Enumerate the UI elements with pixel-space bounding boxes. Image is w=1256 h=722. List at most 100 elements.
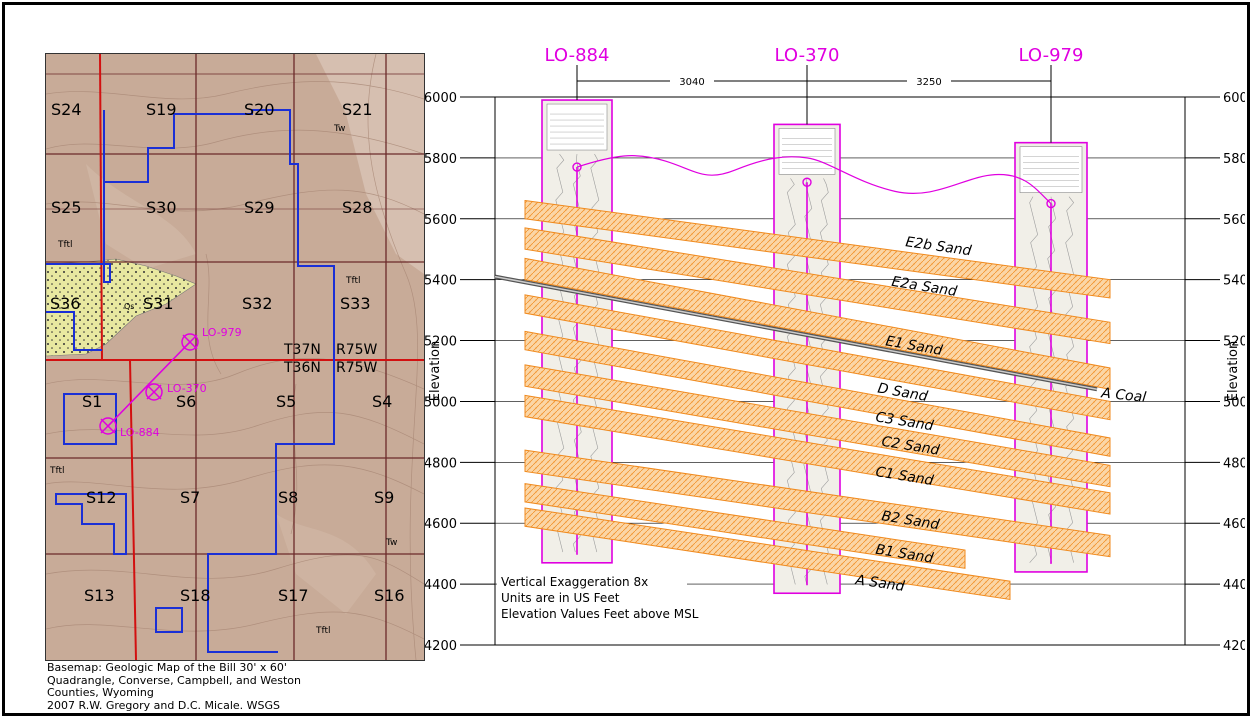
section-label: S12 (86, 488, 117, 507)
geology-label: Qs (124, 302, 135, 311)
section-label: S36 (50, 294, 81, 313)
caption-line: 2007 R.W. Gregory and D.C. Micale. WSGS (47, 698, 281, 712)
well-marker-icon (181, 333, 199, 351)
sand-body (524, 483, 966, 569)
section-label: S33 (340, 294, 371, 313)
well-marker-icon (99, 417, 117, 435)
caption-line: Counties, Wyoming (47, 686, 154, 699)
well-marker-icon (145, 383, 163, 401)
section-label: S19 (146, 100, 177, 119)
y-tick-label-right: 6000 (1223, 91, 1245, 106)
well-name-label: LO-979 (1019, 45, 1084, 66)
caption-line: Basemap: Geologic Map of the Bill 30' x … (47, 661, 287, 674)
y-tick-label-left: 4200 (425, 639, 457, 654)
topography-line (576, 155, 1052, 204)
section-label: S21 (342, 100, 373, 119)
y-tick-label-left: 4400 (425, 578, 457, 593)
log-header (778, 128, 836, 175)
section-label: S16 (374, 586, 405, 605)
map-well-label: LO-884 (120, 426, 160, 439)
sand-body (524, 294, 1111, 421)
section-label: S1 (82, 392, 103, 411)
geology-label: Tftl (50, 466, 65, 476)
section-labels: S24 S19 S20 S21 S25 S30 S29 S28 S36 S31 … (46, 54, 424, 660)
geology-label: Tw (386, 538, 398, 548)
surface-marker (802, 177, 812, 187)
spacing-label: 3040 (679, 77, 704, 88)
map-canvas (46, 54, 424, 660)
sand-body (524, 364, 1111, 488)
y-tick-label-left: 5200 (425, 335, 457, 350)
map-well-label: LO-370 (167, 382, 207, 395)
sand-body (524, 507, 1011, 601)
sand-body (524, 257, 1111, 390)
y-tick-label-left: 5600 (425, 213, 457, 228)
map-well-label: LO-979 (202, 326, 242, 339)
note-line: Elevation Values Feet above MSL (501, 607, 699, 621)
section-label: S32 (242, 294, 273, 313)
coal-bed-core (494, 275, 1098, 391)
section-label: S13 (84, 586, 115, 605)
sand-body (524, 330, 1111, 457)
section-label: S7 (180, 488, 201, 507)
range-label: R75W (336, 360, 378, 376)
section-label: S30 (146, 198, 177, 217)
sand-label: A Sand (853, 572, 905, 595)
note-line: Units are in US Feet (501, 591, 620, 605)
spacing-label-bg (670, 74, 714, 86)
y-tick-label-left: 5800 (425, 152, 457, 167)
section-label: S24 (51, 100, 82, 119)
section-label: S4 (372, 392, 393, 411)
geologic-basemap: S24 S19 S20 S21 S25 S30 S29 S28 S36 S31 … (45, 53, 425, 661)
y-tick-label-right: 5800 (1223, 152, 1245, 167)
y-tick-label-right: 4200 (1223, 639, 1245, 654)
section-label: S9 (374, 488, 395, 507)
y-tick-label-right: 5400 (1223, 274, 1245, 289)
y-tick-label-right: 4800 (1223, 456, 1245, 471)
section-label: S28 (342, 198, 373, 217)
y-axis-label-left: Elevation (428, 341, 443, 401)
section-label: S25 (51, 198, 82, 217)
cross-section-canvas: 6000600058005800560056005400540052005200… (424, 45, 1256, 654)
section-label: S5 (276, 392, 297, 411)
range-label: R75W (336, 342, 378, 358)
basemap-caption: Basemap: Geologic Map of the Bill 30' x … (47, 661, 427, 712)
section-label: S17 (278, 586, 309, 605)
well-name-label: LO-370 (775, 45, 840, 66)
caption-line: Quadrangle, Converse, Campbell, and West… (47, 673, 301, 687)
coal-label: A Coal (1100, 385, 1147, 406)
township-label: T36N (284, 360, 321, 376)
sand-body (524, 449, 1111, 558)
section-label: S20 (244, 100, 275, 119)
stratigraphic-cross-section: 6000600058005800560056005400540052005200… (424, 45, 1256, 665)
spacing-label-bg (907, 74, 951, 86)
section-label: S8 (278, 488, 299, 507)
y-tick-label-left: 5000 (425, 395, 457, 410)
surface-marker (572, 162, 582, 172)
section-label: S29 (244, 198, 275, 217)
log-header (546, 103, 608, 151)
spacing-label: 3250 (916, 77, 941, 88)
sand-body (524, 394, 1111, 515)
township-label: T37N (284, 342, 321, 358)
y-tick-label-right: 4400 (1223, 578, 1245, 593)
well-log-panel (541, 65, 613, 564)
y-tick-label-left: 6000 (425, 91, 457, 106)
sand-body (524, 199, 1111, 299)
section-label: S6 (176, 392, 197, 411)
geology-label: Tftl (346, 276, 361, 286)
y-tick-label-left: 5400 (425, 274, 457, 289)
geology-label: Tftl (58, 240, 73, 250)
y-axis-label-right: Elevation (1226, 341, 1241, 401)
plot-frame (494, 96, 1186, 646)
note-line: Vertical Exaggeration 8x (501, 575, 648, 589)
y-tick-label-left: 4800 (425, 456, 457, 471)
map-well-markers: LO-979 LO-370 LO-884 (46, 54, 424, 660)
y-tick-label-right: 4600 (1223, 517, 1245, 532)
surface-marker (1046, 198, 1056, 209)
well-name-label: LO-884 (545, 45, 610, 66)
geology-label: Tw (334, 124, 346, 134)
y-tick-label-left: 4600 (425, 517, 457, 532)
notes-bg (497, 571, 687, 626)
